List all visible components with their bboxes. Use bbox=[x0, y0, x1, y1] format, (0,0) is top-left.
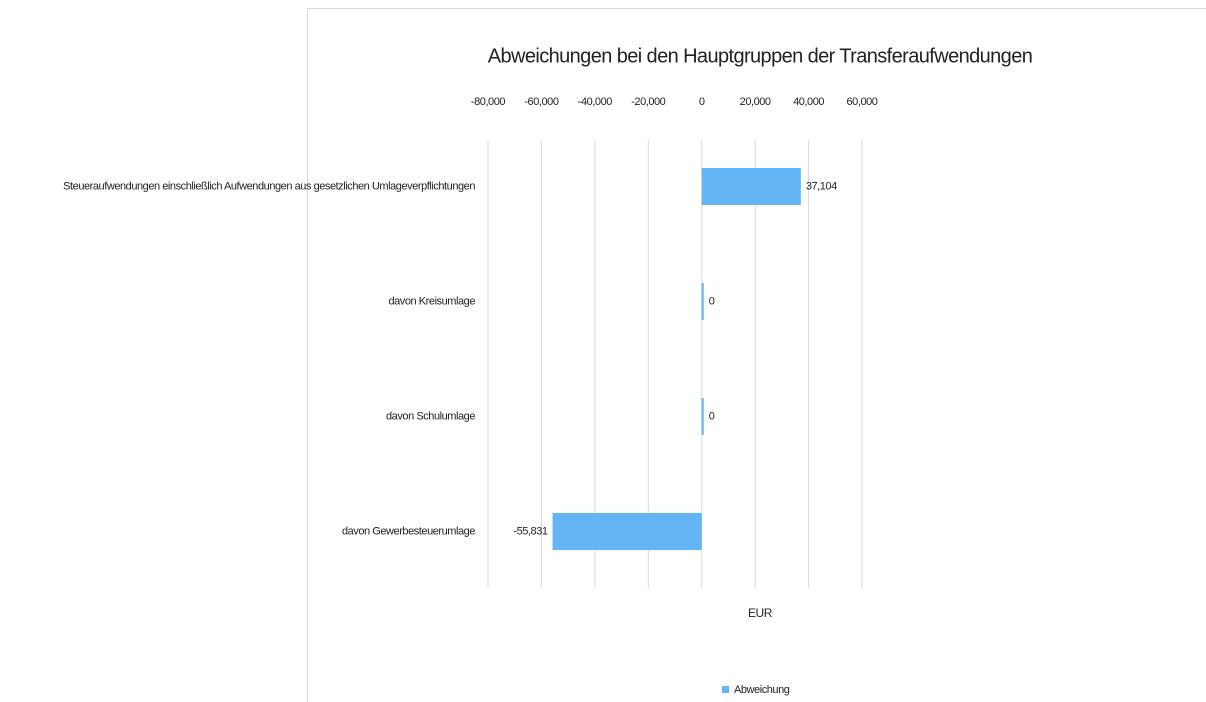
chart-title: Abweichungen bei den Hauptgruppen der Tr… bbox=[488, 45, 1033, 67]
bar bbox=[701, 283, 704, 320]
legend-swatch bbox=[722, 686, 729, 693]
y-tick-label: davon Gewerbesteuerumlage bbox=[342, 525, 475, 537]
x-tick-label: 20,000 bbox=[740, 96, 771, 108]
bar bbox=[701, 168, 801, 205]
data-label: 0 bbox=[709, 295, 715, 307]
x-tick-label: -40,000 bbox=[578, 96, 612, 108]
x-tick-label: -20,000 bbox=[631, 96, 665, 108]
data-label: 37,104 bbox=[806, 180, 837, 192]
y-tick-label: Steueraufwendungen einschließlich Aufwen… bbox=[63, 180, 475, 192]
y-tick-label: davon Kreisumlage bbox=[388, 295, 475, 307]
x-tick-label: -80,000 bbox=[471, 96, 505, 108]
bar bbox=[701, 398, 704, 435]
data-label: 0 bbox=[709, 410, 715, 422]
bar bbox=[552, 513, 702, 550]
x-tick-label: -60,000 bbox=[524, 96, 558, 108]
data-label: -55,831 bbox=[513, 525, 547, 537]
x-tick-label: 40,000 bbox=[793, 96, 824, 108]
x-tick-label: 60,000 bbox=[847, 96, 878, 108]
legend-label: Abweichung bbox=[734, 684, 790, 696]
x-axis-title: EUR bbox=[748, 606, 773, 620]
x-tick-label: 0 bbox=[699, 96, 705, 108]
y-tick-label: davon Schulumlage bbox=[386, 410, 475, 422]
